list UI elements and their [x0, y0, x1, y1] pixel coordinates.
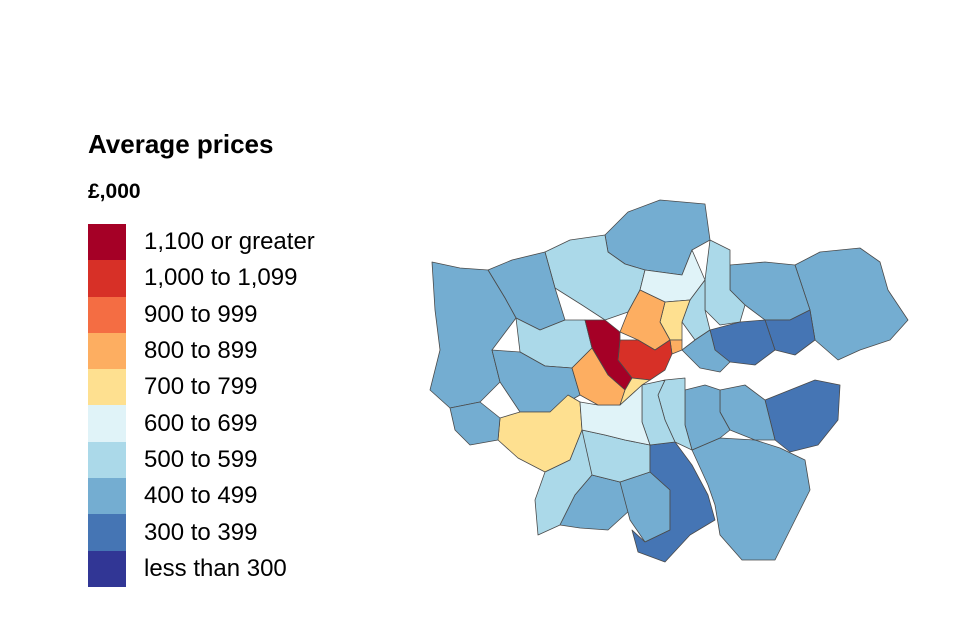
legend-label: less than 300 [144, 554, 287, 582]
borough-bromley [691, 437, 811, 561]
map-legend: Average prices £,000 1,100 or greater 1,… [88, 128, 315, 587]
legend-label: 700 to 799 [144, 373, 258, 401]
legend-item: 800 to 899 [88, 332, 315, 370]
legend-item: 500 to 599 [88, 441, 315, 479]
legend-swatch [88, 260, 126, 297]
legend-item: 700 to 799 [88, 369, 315, 406]
legend-item: 600 to 699 [88, 405, 315, 442]
borough-bexley [764, 379, 841, 453]
legend-swatch [88, 441, 126, 479]
legend-item: less than 300 [88, 550, 315, 587]
legend-label: 800 to 899 [144, 337, 258, 365]
borough-croydon [631, 441, 716, 563]
legend-swatch [88, 296, 126, 333]
legend-label: 500 to 599 [144, 445, 258, 473]
legend-swatch [88, 550, 126, 587]
legend-label: 600 to 699 [144, 409, 258, 437]
legend-swatch [88, 369, 126, 406]
legend-item: 300 to 399 [88, 514, 315, 551]
legend-label: 1,100 or greater [144, 228, 315, 256]
legend-item: 1,000 to 1,099 [88, 260, 315, 297]
legend-item: 1,100 or greater [88, 224, 315, 261]
legend-swatch [88, 332, 126, 370]
borough-hounslow-west [449, 401, 501, 446]
legend-swatch [88, 478, 126, 515]
borough-hammersmith-south [619, 377, 651, 406]
legend-label: 300 to 399 [144, 518, 258, 546]
london-boroughs-map [429, 199, 909, 563]
legend-swatch [88, 405, 126, 442]
legend-title: Average prices [88, 129, 274, 159]
legend-item: 900 to 999 [88, 296, 315, 333]
legend-label: 400 to 499 [144, 482, 258, 510]
legend-list: 1,100 or greater 1,000 to 1,099 900 to 9… [88, 224, 315, 587]
legend-swatch [88, 224, 126, 261]
legend-swatch [88, 514, 126, 551]
borough-tower-hamlets [681, 329, 731, 373]
legend-unit: £,000 [88, 180, 141, 203]
legend-item: 400 to 499 [88, 478, 315, 515]
legend-label: 900 to 999 [144, 300, 258, 328]
legend-label: 1,000 to 1,099 [144, 264, 298, 292]
borough-havering [794, 247, 909, 361]
